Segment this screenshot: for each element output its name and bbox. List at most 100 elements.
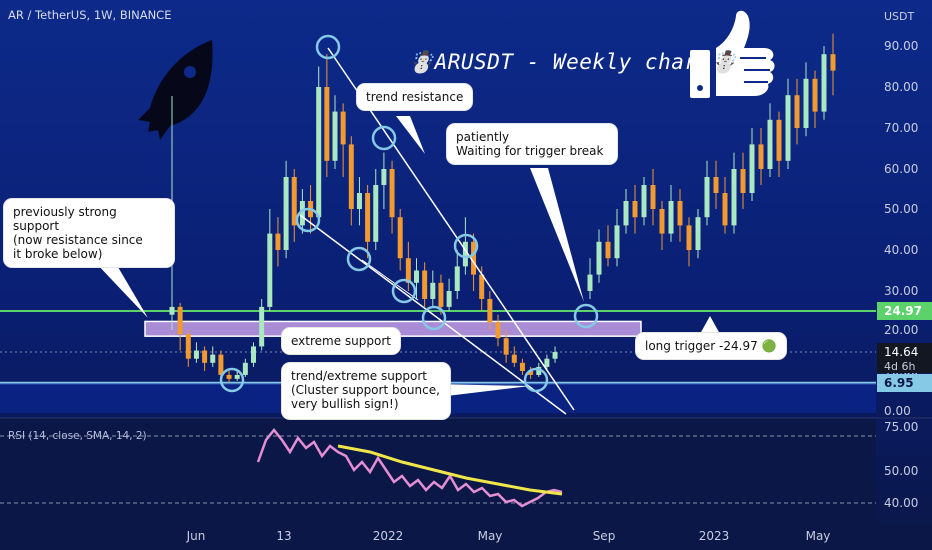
rsi-tick-0: 75.00 [884,420,918,434]
x-axis-bg [0,524,932,550]
leg1-candle-2 [185,334,191,359]
leg2-candle-21 [776,119,782,161]
leg2-candle-25 [812,78,818,112]
rsi-tick-2: 40.00 [884,496,918,510]
leg2-candle-13 [704,177,710,218]
leg1-candle-34 [446,291,452,307]
leg1-candle-14 [283,177,289,250]
price-badge-text-last: 14.64 [884,345,918,359]
leg1-candle-45 [536,366,542,375]
pointer-patiently [530,168,584,302]
leg1-candle-32 [430,282,436,299]
leg2-candle-10 [677,201,683,226]
leg1-candle-26 [381,169,387,185]
leg1-candle-0 [169,306,175,315]
leg2-candle-6 [641,185,647,218]
touch-circle-8 [219,367,245,393]
cuff-button [697,85,703,91]
x-tick-1: 13 [276,529,291,543]
leg1-candle-44 [528,371,534,375]
leg1-candle-15 [291,177,297,226]
y-tick-4: 50.00 [884,202,918,216]
leg2-candle-3 [614,225,620,259]
leg2-candle-5 [632,201,638,218]
leg1-candle-39 [487,298,493,323]
leg1-candle-46 [544,358,550,367]
leg1-candle-33 [438,282,444,307]
leg1-candle-20 [332,111,338,161]
leg2-candle-16 [731,169,737,226]
y-tick-5: 40.00 [884,243,918,257]
y-tick-2: 70.00 [884,121,918,135]
touch-circles [219,34,599,393]
leg1-candle-27 [389,169,395,218]
icons-layer [138,10,775,140]
leg2-candle-24 [803,78,809,128]
y-tick-0: 90.00 [884,39,918,53]
leg2-candle-15 [722,193,728,226]
leg1-candle-5 [210,354,216,363]
callout-previous-support: previously strong support (now resistanc… [4,199,174,267]
leg1-candle-9 [242,362,248,375]
x-tick-4: Sep [593,529,616,543]
touch-circle-0 [315,34,341,60]
leg1-candle-21 [340,111,346,145]
leg1-candle-18 [316,87,322,218]
callout-long-trigger: long trigger -24.97 🟢 [636,333,786,359]
leg1-candle-13 [275,233,281,250]
rocket-icon [138,40,213,140]
leg2-candle-18 [749,144,755,193]
touch-circle-2 [295,207,321,233]
price-badge-trigger [877,302,932,320]
leg2-candle-27 [830,54,836,71]
pointer-trend-extreme [430,384,530,398]
touch-circle-1 [371,125,397,151]
leg2-candle-0 [587,274,593,291]
callout-pointers [95,116,720,398]
leg1-candle-24 [365,193,371,242]
symbol-header: AR / TetherUS, 1W, BINANCE [8,8,172,22]
leg1-candle-42 [511,354,517,363]
callout-trend-extreme-support: trend/extreme support (Cluster support b… [282,363,450,419]
chart-title: ☃️ARUSDT - Weekly chart☃️ [408,50,738,74]
y-axis: 90.00 80.00 70.00 60.00 50.00 40.00 30.00 20.00… [877,39,932,418]
leg1-candle-47 [552,352,558,359]
trend-support-line-inner [361,259,419,301]
callout-patiently-waiting: patiently Waiting for trigger break [447,124,617,164]
x-tick-0: Jun [186,529,206,543]
x-tick-5: 2023 [699,529,730,543]
leg1-candle-3 [193,350,199,359]
leg1-candle-22 [348,144,354,209]
leg1-candle-25 [373,185,379,242]
x-axis: Jun 13 2022 May Sep 2023 May [0,524,932,550]
y-tick-1: 80.00 [884,80,918,94]
leg1-candle-10 [251,346,256,363]
thumbs-up-icon [716,10,775,97]
leg1-candle-41 [503,338,509,355]
leg1-candle-43 [519,362,525,371]
leg1-candle-7 [226,374,232,379]
rocket-window [184,66,196,78]
leg2-candle-8 [659,209,665,234]
thumbs-up-cuff [690,50,710,98]
y-tick-7: 20.00 [884,323,918,337]
x-tick-6: May [806,529,831,543]
leg1-candle-29 [405,258,411,283]
touch-circle-4 [391,278,417,304]
leg2-candle-19 [758,144,764,169]
y-tick-6: 30.00 [884,284,918,298]
callout-extreme-support: extreme support [282,328,400,354]
pointer-prev-support [95,262,148,318]
thumbs-up-creases [740,57,770,83]
rsi-indicator-label[interactable]: RSI (14, close, SMA, 14, 2) [8,430,147,442]
leg1-candle-36 [462,241,468,267]
touch-circle-3 [346,246,372,272]
leg2-candle-14 [713,177,719,193]
leg2-candle-9 [668,201,674,234]
candles [169,33,836,383]
x-tick-3: May [478,529,503,543]
leg2-candle-2 [605,241,611,259]
leg1-candle-19 [324,87,330,161]
